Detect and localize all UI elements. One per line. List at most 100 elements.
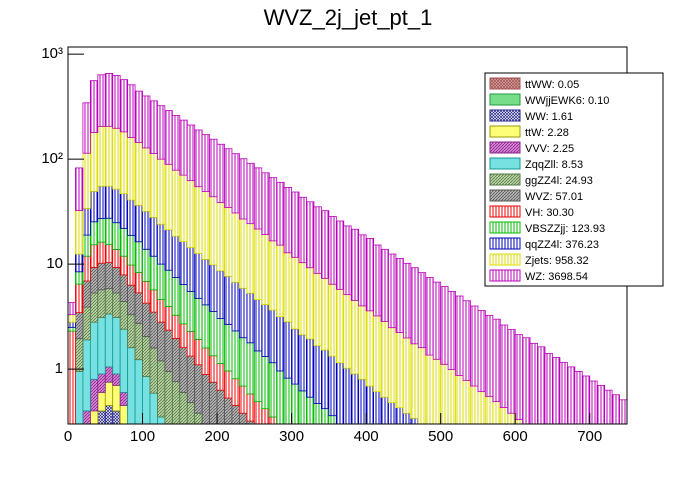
- bar: [231, 153, 240, 214]
- bar: [119, 274, 129, 302]
- bar: [149, 347, 158, 394]
- bar: [470, 385, 479, 425]
- bar: [104, 405, 114, 425]
- bar: [462, 300, 471, 381]
- bar: [253, 167, 263, 230]
- bar: [186, 180, 196, 248]
- bar: [186, 402, 196, 425]
- bar: [97, 262, 106, 291]
- bar: [216, 143, 225, 203]
- legend-swatch: [489, 221, 521, 234]
- bar: [529, 342, 538, 425]
- bar: [417, 347, 427, 425]
- bar: [358, 378, 367, 425]
- bar: [283, 186, 293, 254]
- bar: [142, 248, 151, 282]
- bar: [559, 361, 568, 425]
- bar: [246, 393, 255, 422]
- bar: [127, 347, 136, 425]
- bar: [432, 281, 442, 360]
- legend-label: VVV: 2.25: [525, 143, 574, 155]
- bar: [97, 410, 106, 425]
- bar: [75, 283, 84, 314]
- bar: [194, 297, 203, 340]
- x-tick-label: 700: [577, 428, 602, 445]
- bar: [283, 321, 293, 379]
- bar: [484, 314, 494, 397]
- bar: [127, 84, 136, 138]
- bar: [239, 287, 248, 339]
- y-tick-label: 10: [46, 255, 63, 272]
- bar: [268, 362, 278, 418]
- bar: [216, 318, 225, 364]
- bar: [216, 363, 225, 391]
- bar: [231, 281, 240, 332]
- bar: [350, 373, 360, 425]
- bar: [179, 174, 188, 242]
- bar: [112, 410, 121, 425]
- legend-label: VBSZZjj: 123.93: [525, 223, 605, 235]
- bar: [440, 363, 449, 425]
- bar: [239, 385, 248, 414]
- bar: [201, 304, 211, 349]
- bar: [231, 330, 240, 380]
- bar: [112, 188, 121, 224]
- bar: [484, 395, 494, 425]
- bar: [119, 301, 129, 330]
- legend-swatch: [489, 77, 521, 90]
- bar: [171, 277, 181, 316]
- bar: [298, 196, 307, 264]
- bar: [194, 186, 203, 254]
- bar: [246, 342, 255, 395]
- bar: [119, 131, 129, 195]
- bar: [350, 300, 360, 375]
- bar: [149, 216, 158, 257]
- bar: [335, 362, 345, 425]
- bar: [127, 314, 136, 349]
- bar: [119, 255, 129, 276]
- bar: [291, 383, 300, 425]
- bar: [157, 360, 166, 418]
- bar: [171, 314, 181, 339]
- bar: [67, 302, 76, 316]
- bar: [104, 185, 114, 219]
- legend-label: WWjjEWK6: 0.10: [525, 95, 609, 107]
- bar: [75, 371, 84, 425]
- bar: [313, 403, 322, 425]
- bar: [224, 148, 233, 208]
- bar: [112, 267, 121, 294]
- bar: [328, 415, 337, 425]
- bar: [194, 364, 203, 414]
- bar: [164, 163, 173, 231]
- bar: [395, 258, 404, 333]
- bar: [350, 228, 360, 301]
- bar: [291, 256, 300, 330]
- bar: [440, 286, 449, 365]
- legend: ttWW: 0.05 WWjjEWK6: 0.10 WW: 1.61 ttW: 2.2…: [484, 72, 664, 287]
- bar: [112, 292, 121, 318]
- bar: [507, 412, 516, 425]
- bar: [194, 253, 203, 299]
- bar: [104, 262, 114, 289]
- bar: [410, 417, 419, 425]
- bar: [276, 316, 285, 372]
- bar: [89, 292, 99, 323]
- bar: [328, 283, 337, 357]
- bar: [335, 288, 345, 364]
- bar: [82, 255, 91, 282]
- bar: [157, 223, 166, 265]
- legend-label: ggZZ4l: 24.93: [525, 175, 593, 187]
- bar: [194, 129, 203, 188]
- bar: [298, 334, 307, 392]
- bar: [209, 264, 218, 312]
- bar: [343, 225, 352, 296]
- bar: [97, 185, 106, 219]
- bar: [171, 169, 181, 237]
- bar: [157, 105, 166, 160]
- bar: [82, 280, 91, 308]
- bar: [157, 299, 166, 323]
- bar: [276, 181, 285, 246]
- legend-label: WVZ: 57.01: [525, 191, 583, 203]
- bar: [589, 380, 598, 425]
